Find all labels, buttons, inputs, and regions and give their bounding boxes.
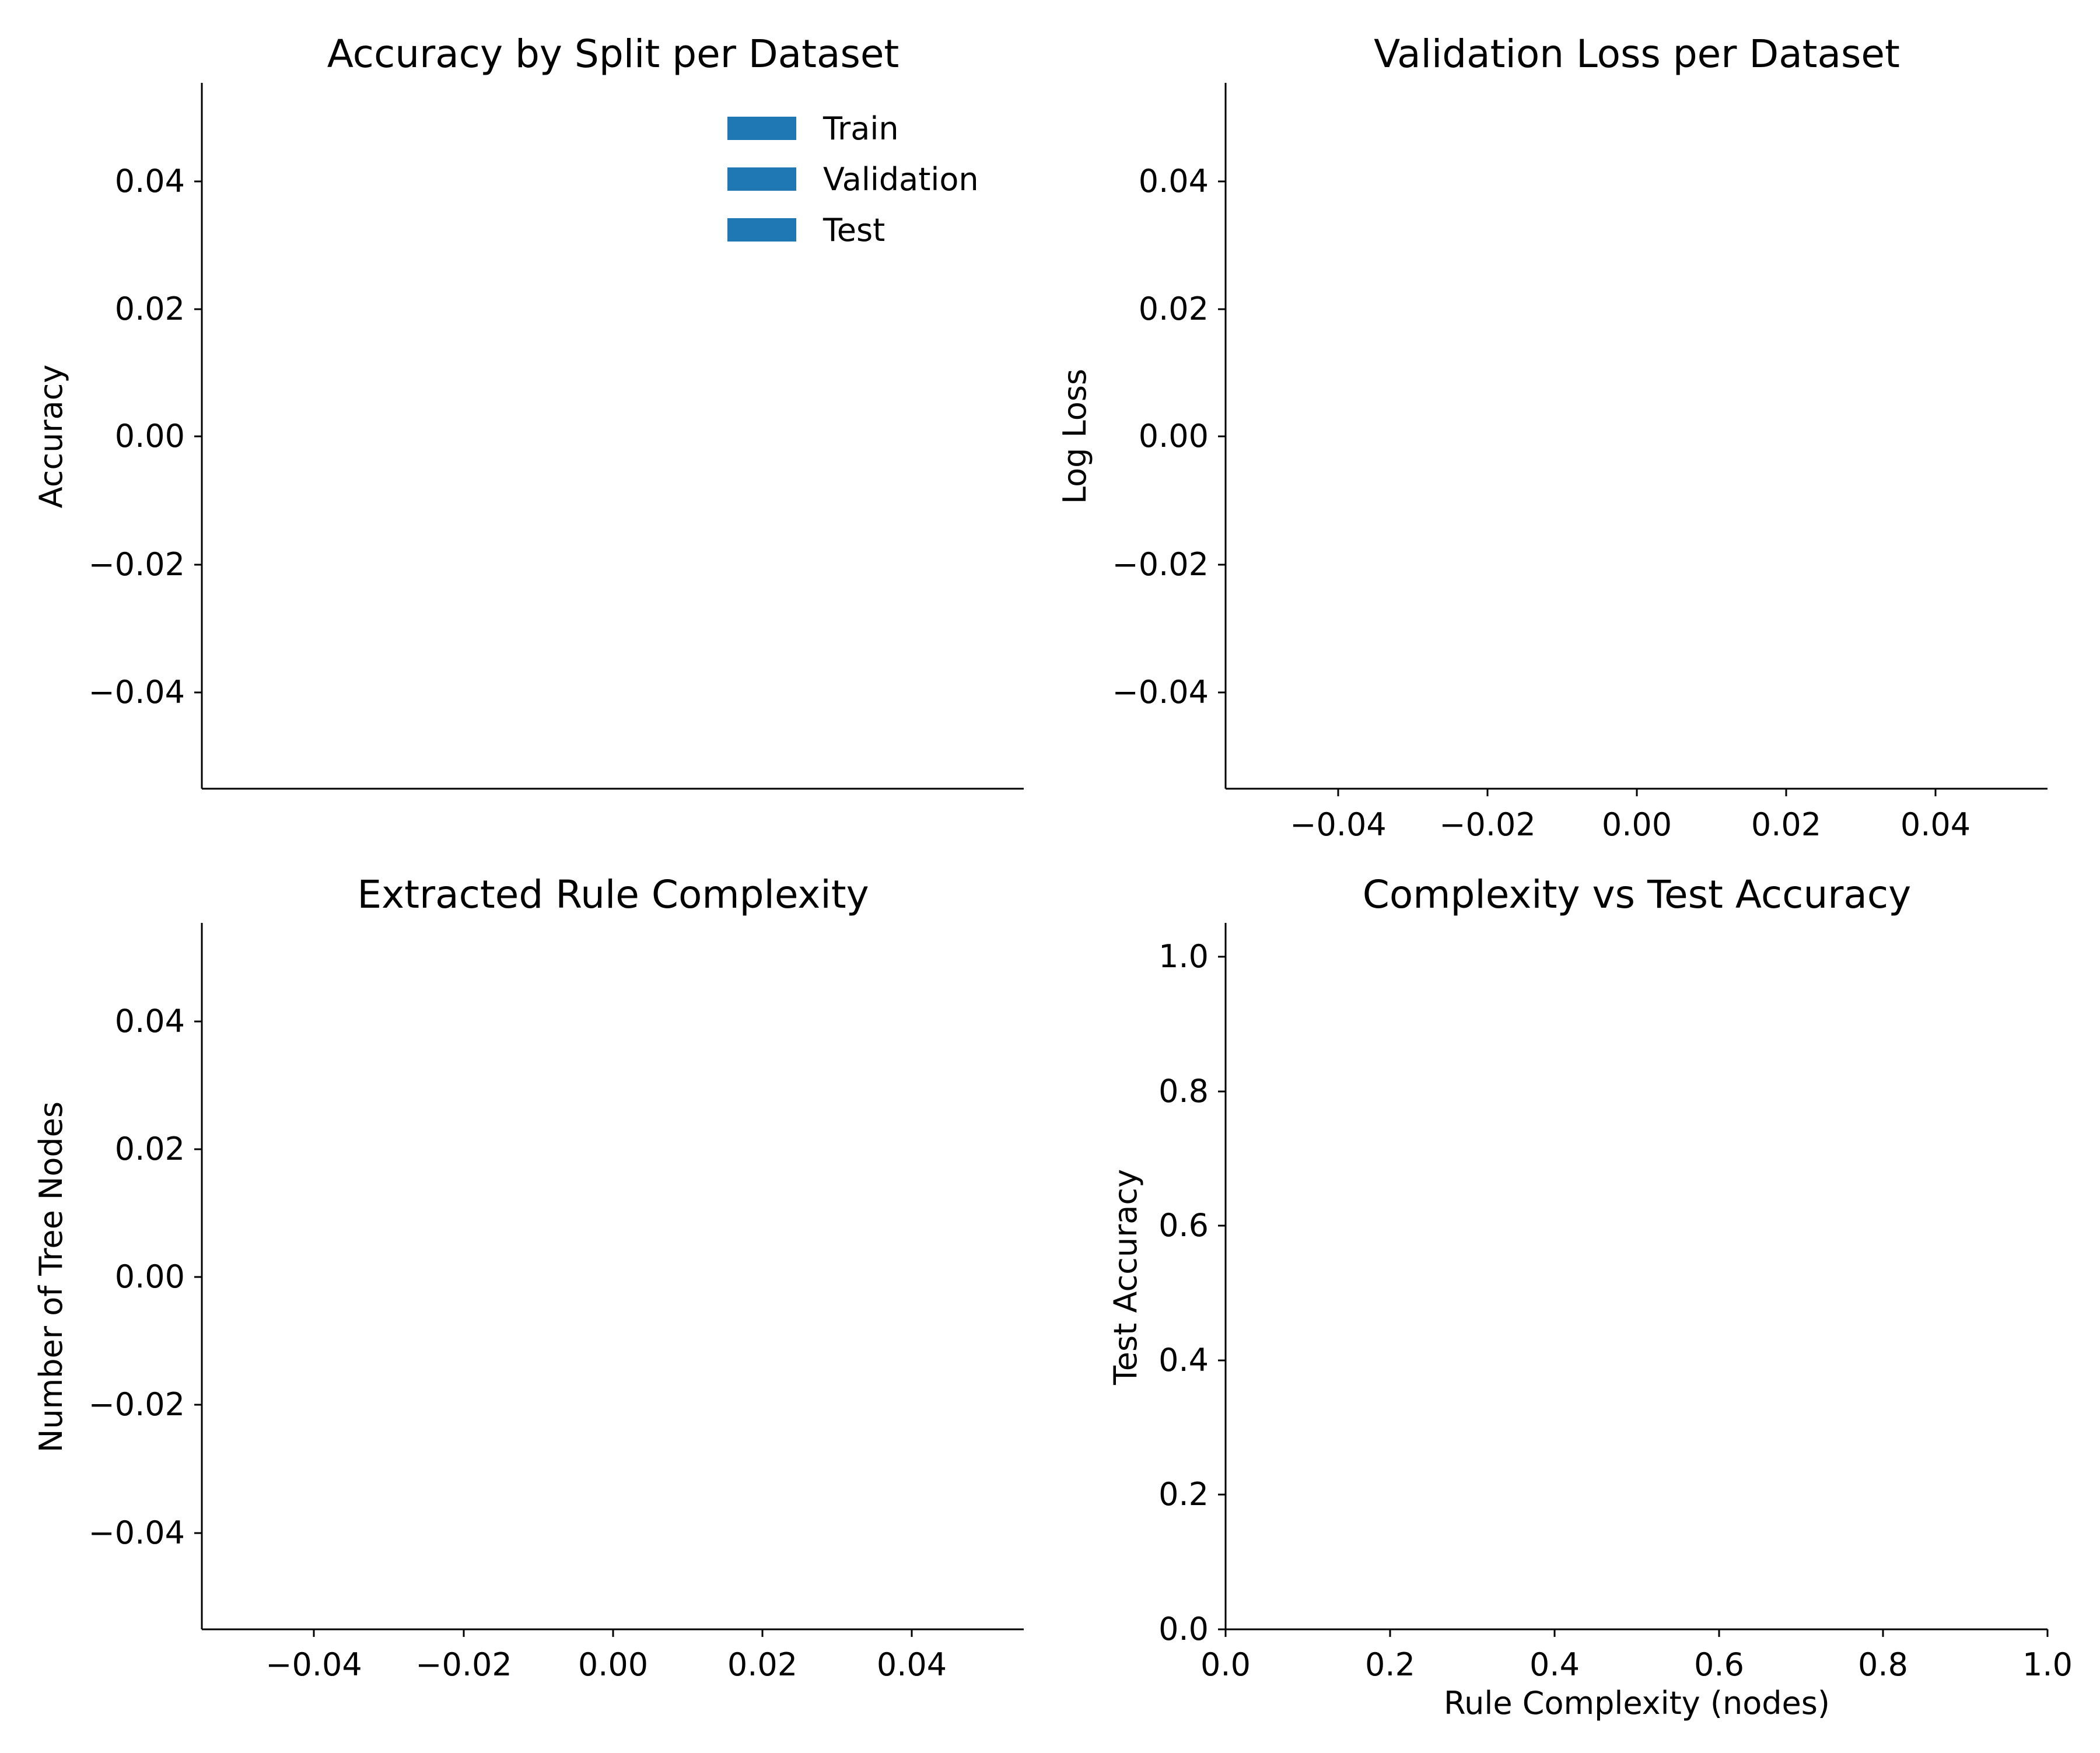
panel3-xtick-label: 0.04 <box>877 1646 947 1683</box>
panel3-ylabel: Number of Tree Nodes <box>33 1101 69 1453</box>
panel-validation-loss: Validation Loss per Dataset 0.04 0.02 0.… <box>1056 32 2048 843</box>
panel4-ytick-label: 0.8 <box>1158 1073 1209 1110</box>
panel1-ytick-label: −0.04 <box>89 674 185 711</box>
panel4-title: Complexity vs Test Accuracy <box>1363 872 1911 917</box>
panel2-xtick-label: −0.02 <box>1439 806 1535 843</box>
panel2-title: Validation Loss per Dataset <box>1374 32 1900 76</box>
panel2-ytick-label: 0.00 <box>1139 418 1209 454</box>
panel2-xtick-label: 0.02 <box>1751 806 1821 843</box>
panel4-xtick-label: 1.0 <box>2022 1646 2073 1683</box>
panel4-ylabel: Test Accuracy <box>1107 1169 1144 1385</box>
panel2-ylabel: Log Loss <box>1056 369 1093 504</box>
panel4-xlabel: Rule Complexity (nodes) <box>1444 1685 1830 1721</box>
legend-swatch-validation <box>727 167 796 191</box>
panel3-xtick-label: −0.02 <box>415 1646 512 1683</box>
legend-label-validation: Validation <box>823 161 979 198</box>
legend-label-train: Train <box>822 110 899 147</box>
panel2-xtick-label: 0.00 <box>1602 806 1672 843</box>
panel1-ytick-label: −0.02 <box>89 546 185 583</box>
panel3-ytick-label: 0.04 <box>115 1003 185 1040</box>
panel4-xtick-label: 0.8 <box>1858 1646 1908 1683</box>
legend-swatch-train <box>727 117 796 140</box>
panel2-xtick-label: 0.04 <box>1901 806 1971 843</box>
panel1-ylabel: Accuracy <box>33 365 69 509</box>
panel3-ytick-label: 0.02 <box>115 1131 185 1167</box>
panel4-xtick-label: 0.2 <box>1365 1646 1415 1683</box>
panel1-ytick-label: 0.00 <box>115 418 185 454</box>
panel4-ytick-label: 0.2 <box>1158 1476 1209 1513</box>
panel4-xtick-label: 0.6 <box>1694 1646 1744 1683</box>
panel3-xtick-label: −0.04 <box>265 1646 362 1683</box>
legend-swatch-test <box>727 218 796 242</box>
panel2-xtick-label: −0.04 <box>1290 806 1386 843</box>
panel4-ytick-label: 0.0 <box>1158 1611 1209 1647</box>
panel3-ytick-label: 0.00 <box>115 1258 185 1295</box>
panel4-ytick-label: 0.6 <box>1158 1207 1209 1244</box>
panel2-ytick-label: −0.02 <box>1112 546 1209 583</box>
panel2-ytick-label: −0.04 <box>1112 674 1209 711</box>
panel1-ytick-label: 0.04 <box>115 163 185 200</box>
panel4-ytick-label: 1.0 <box>1158 938 1209 975</box>
panel-accuracy-by-split: Accuracy by Split per Dataset 0.04 0.02 … <box>33 32 1024 790</box>
panel1-title: Accuracy by Split per Dataset <box>327 32 900 76</box>
panel1-ytick-label: 0.02 <box>115 291 185 327</box>
panel3-xtick-label: 0.00 <box>578 1646 648 1683</box>
panel2-ytick-label: 0.02 <box>1139 291 1209 327</box>
panel3-ytick-label: −0.02 <box>89 1386 185 1423</box>
panel4-xtick-label: 0.4 <box>1530 1646 1580 1683</box>
panel4-ytick-label: 0.4 <box>1158 1342 1209 1378</box>
panel3-title: Extracted Rule Complexity <box>357 872 869 917</box>
panel-rule-complexity: Extracted Rule Complexity 0.04 0.02 0.00… <box>33 872 1024 1683</box>
panel4-xtick-label: 0.0 <box>1200 1646 1251 1683</box>
panel-complexity-vs-accuracy: Complexity vs Test Accuracy 1.0 0.8 0.6 … <box>1107 872 2073 1721</box>
panel3-ytick-label: −0.04 <box>89 1514 185 1551</box>
panel3-xtick-label: 0.02 <box>727 1646 797 1683</box>
panel2-ytick-label: 0.04 <box>1139 163 1209 200</box>
panel1-legend: Train Validation Test <box>727 110 979 249</box>
legend-label-test: Test <box>822 212 885 249</box>
